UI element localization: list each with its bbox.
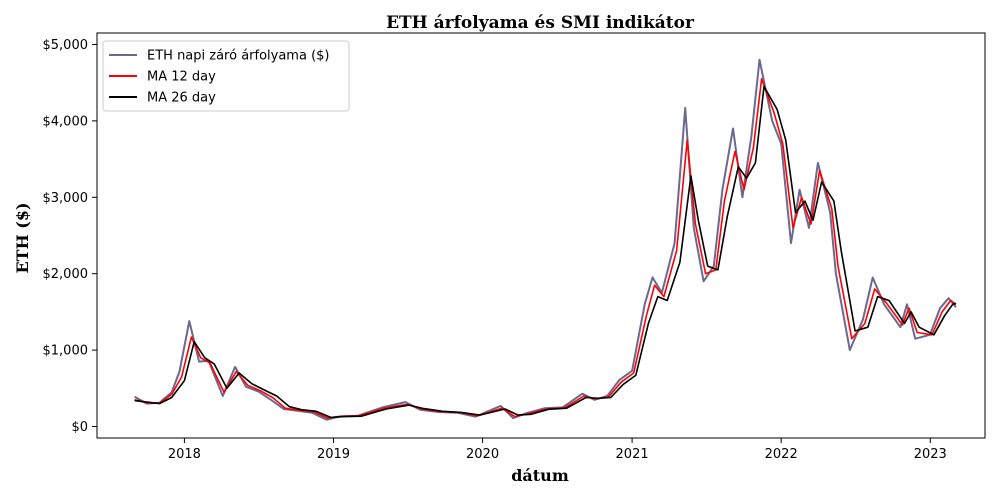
chart-title: ETH árfolyama és SMI indikátor <box>386 13 695 33</box>
y-axis-label: ETH ($) <box>13 202 32 273</box>
y-tick-label: $2,000 <box>43 267 89 282</box>
x-tick-label: 2022 <box>765 447 798 462</box>
series-line-0 <box>134 58 957 421</box>
x-tick-label: 2020 <box>466 447 499 462</box>
legend-box <box>102 40 350 112</box>
axes: 2018 2019 2020 2021 2022 2023 $0 $1,000 $2,000 $3… <box>43 38 947 462</box>
x-tick-label: 2019 <box>317 447 350 462</box>
y-tick-label: $1,000 <box>43 344 89 359</box>
x-tick-label: 2023 <box>914 447 947 462</box>
series-line-1 <box>134 78 957 419</box>
legend-label: MA 12 day <box>147 70 216 85</box>
y-tick-label: $5,000 <box>43 38 89 53</box>
x-tick-label: 2018 <box>168 447 201 462</box>
legend: ETH napi záró árfolyama ($) MA 12 day MA 2… <box>102 40 350 112</box>
plot-area <box>134 58 957 421</box>
legend-label: MA 26 day <box>147 91 216 106</box>
y-tick-label: $3,000 <box>43 191 89 206</box>
series-line-2 <box>134 85 957 419</box>
y-tick-label: $0 <box>71 420 88 435</box>
y-tick-label: $4,000 <box>43 114 89 129</box>
legend-label: ETH napi záró árfolyama ($) <box>147 49 330 64</box>
x-tick-label: 2021 <box>616 447 649 462</box>
x-axis-label: dátum <box>511 466 569 485</box>
plot-frame <box>96 32 986 439</box>
